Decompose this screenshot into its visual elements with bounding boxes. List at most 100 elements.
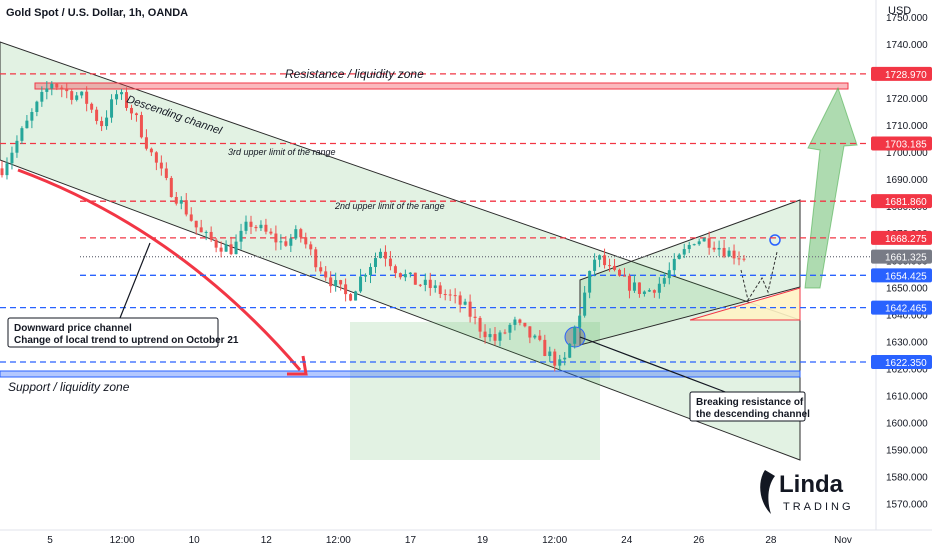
candle-body [144,137,148,149]
price-tick-label: 1630.000 [886,337,928,348]
price-level-badge [871,249,932,264]
candle-body [697,241,701,245]
time-tick-label: 24 [621,535,633,546]
candle-body [637,282,641,294]
candle-body [369,266,373,275]
price-tick-label: 1600.000 [886,418,928,429]
candle-body [458,295,462,305]
candle-body [478,317,482,332]
logo-subtext: TRADING [783,501,854,513]
candle-body [100,120,104,127]
price-tick-label: 1710.000 [886,121,928,132]
currency-label: USD [888,5,911,17]
candle-body [234,241,238,255]
candle-body [438,285,442,295]
price-tick-label: 1740.000 [886,40,928,51]
descending-channel-area [0,41,801,461]
candle-body [373,258,377,267]
price-tick-label: 1570.000 [886,499,928,510]
candle-body [568,343,572,358]
price-tick-label: 1610.000 [886,391,928,402]
candle-body [219,247,223,252]
candle-body [533,335,537,338]
price-tick-label: 1750.000 [886,13,928,24]
candle-body [40,91,44,102]
candle-body [618,269,622,276]
candle-body [214,239,218,248]
candle-body [453,295,457,297]
candle-body [174,196,178,204]
candle-body [120,92,124,95]
price-tick-label: 1690.000 [886,175,928,186]
candle-body [598,255,602,260]
time-axis[interactable]: 5 12:00 10 12 12:00 17 19 12:00 24 26 28 Nov [0,529,932,546]
price-level-badge [871,136,932,151]
support-box [350,322,600,460]
candle-body [115,94,119,100]
support-zone-box [0,370,801,378]
candle-body [259,224,263,229]
candle-body [468,301,472,317]
price-level-label: 1668.275 [885,234,927,245]
candle-body [632,282,636,291]
candle-body [523,322,527,327]
candle-body [692,244,696,246]
candle-body [503,332,507,334]
candle-body [0,168,4,176]
candle-body [309,244,313,250]
candle-body [413,272,417,285]
candle-body [508,324,512,333]
candle-body [184,200,188,215]
candle-body [448,294,452,296]
candle-body [652,290,656,293]
candle-body [110,99,114,118]
candle-body [50,83,54,89]
candle-body [682,249,686,255]
candlesticks [0,81,746,372]
time-tick-label: 10 [189,535,201,546]
candle-body [553,351,557,366]
candle-body [45,88,49,92]
candle-body [383,251,387,259]
candle-body [493,334,497,341]
linda-trading-logo: Linda TRADING [760,470,854,514]
candle-body [164,168,168,178]
candle-body [339,280,343,285]
candle-body [304,237,308,245]
candle-body [538,335,542,340]
candle-body [622,275,626,277]
candle-body [608,265,612,267]
price-level-label: 1622.350 [885,358,927,369]
curved-arrow [17,168,302,371]
candle-body [105,117,109,127]
candle-body [60,87,64,90]
time-tick-label: 12 [261,535,273,546]
time-tick-label: 26 [693,535,705,546]
price-level-badge [871,194,932,209]
candle-body [189,214,193,221]
price-axis[interactable]: 1570.000 1580.000 1590.000 1600.000 1610.000… [875,0,928,530]
callout-left-line1: Downward price channel [14,323,132,334]
candle-body [627,275,631,291]
candle-body [70,91,74,100]
candle-body [593,259,597,271]
candle-body [154,152,158,163]
candle-body [732,250,736,259]
target-triangle [689,287,801,321]
candle-body [528,326,532,338]
candle-body [483,331,487,338]
candle-body [55,83,59,88]
candle-body [498,332,502,341]
price-tick-label: 1700.000 [886,148,928,159]
candle-body [334,280,338,287]
price-tick-label: 1580.000 [886,472,928,483]
price-level-badge [871,66,932,81]
candle-body [418,284,422,286]
candle-body [95,109,99,121]
green-target-arrow [804,86,858,289]
drawings [0,41,858,461]
logo-text: Linda [779,471,844,498]
candle-body [254,226,258,229]
candle-body [80,91,84,96]
